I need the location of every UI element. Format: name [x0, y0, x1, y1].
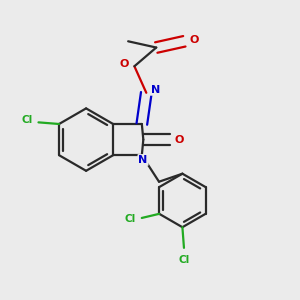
Text: N: N: [138, 155, 148, 165]
Text: O: O: [175, 135, 184, 145]
Text: Cl: Cl: [124, 214, 136, 224]
Text: Cl: Cl: [22, 115, 33, 125]
Text: O: O: [119, 59, 129, 69]
Text: O: O: [189, 35, 199, 45]
Text: Cl: Cl: [178, 255, 190, 265]
Text: N: N: [151, 85, 160, 95]
